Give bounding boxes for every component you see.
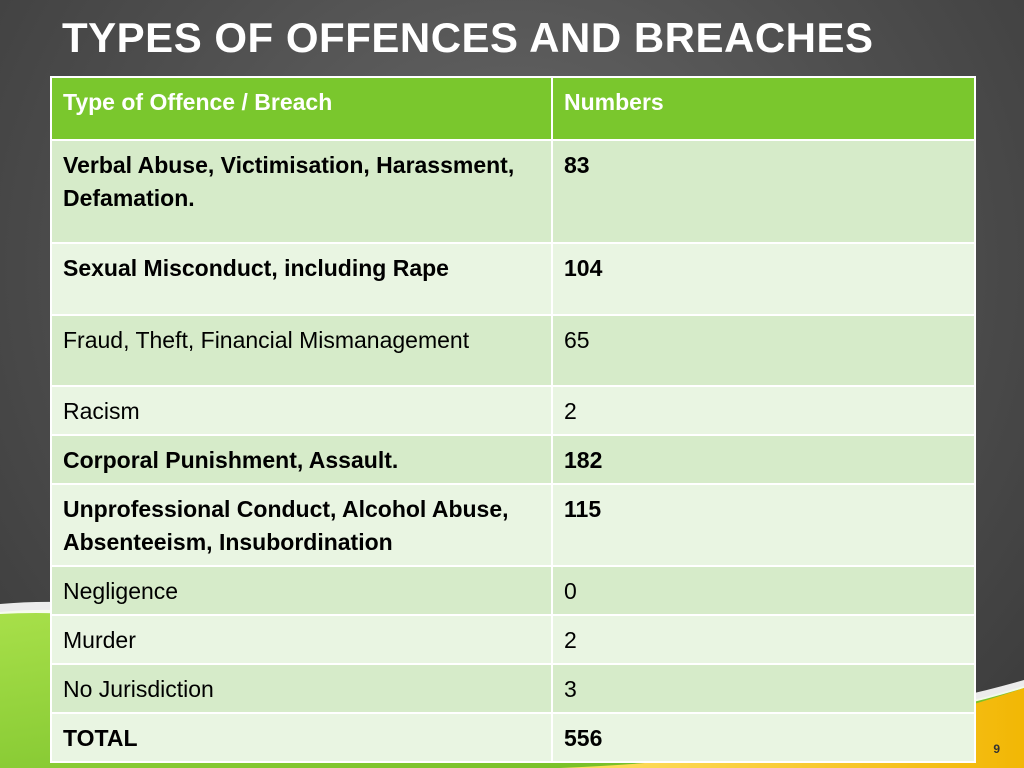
offence-type: Verbal Abuse, Victimisation, Harassment,…	[50, 139, 553, 244]
header-numbers: Numbers	[551, 76, 976, 141]
table-row: Fraud, Theft, Financial Mismanagement 65	[50, 314, 976, 387]
offences-table: Type of Offence / Breach Numbers Verbal …	[50, 76, 976, 763]
offence-count: 83	[551, 139, 976, 244]
offence-count: 115	[551, 483, 976, 567]
offence-type: Murder	[50, 614, 553, 665]
table-row: Racism 2	[50, 385, 976, 436]
offence-count: 65	[551, 314, 976, 387]
offence-type: No Jurisdiction	[50, 663, 553, 714]
offence-count: 2	[551, 385, 976, 436]
table-row: Corporal Punishment, Assault. 182	[50, 434, 976, 485]
table-row: Negligence 0	[50, 565, 976, 616]
total-label: TOTAL	[50, 712, 553, 763]
table-row: Murder 2	[50, 614, 976, 665]
table-row-total: TOTAL 556	[50, 712, 976, 763]
table-header-row: Type of Offence / Breach Numbers	[50, 76, 976, 141]
offence-type: Corporal Punishment, Assault.	[50, 434, 553, 485]
offence-type: Negligence	[50, 565, 553, 616]
table-row: Unprofessional Conduct, Alcohol Abuse, A…	[50, 483, 976, 567]
total-count: 556	[551, 712, 976, 763]
table-row: Verbal Abuse, Victimisation, Harassment,…	[50, 139, 976, 244]
table-row: No Jurisdiction 3	[50, 663, 976, 714]
header-type: Type of Offence / Breach	[50, 76, 553, 141]
offence-count: 2	[551, 614, 976, 665]
offence-type: Unprofessional Conduct, Alcohol Abuse, A…	[50, 483, 553, 567]
offence-type: Fraud, Theft, Financial Mismanagement	[50, 314, 553, 387]
offence-count: 3	[551, 663, 976, 714]
offence-count: 0	[551, 565, 976, 616]
offence-type: Racism	[50, 385, 553, 436]
slide-title: TYPES OF OFFENCES AND BREACHES	[62, 14, 874, 61]
page-number: 9	[993, 742, 1000, 756]
table-row: Sexual Misconduct, including Rape 104	[50, 242, 976, 316]
offence-type: Sexual Misconduct, including Rape	[50, 242, 553, 316]
offence-count: 104	[551, 242, 976, 316]
offence-count: 182	[551, 434, 976, 485]
